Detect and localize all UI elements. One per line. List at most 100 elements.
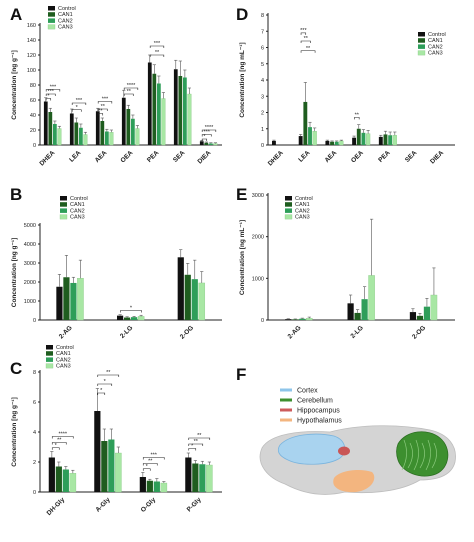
legend-label: Control [428,32,446,38]
significance-bracket [51,442,67,445]
legend-swatch-control [46,345,53,350]
y-axis-title: Concentration [ng g⁻¹] [11,50,18,120]
legend-label: CAN1 [56,351,71,357]
significance-bracket [188,437,211,440]
bar-can2-dh-gly [62,469,69,492]
y-axis-title: Concentration [ng mL⁻¹] [239,42,246,117]
significance-bracket [97,113,104,116]
significance-label: ** [155,50,160,56]
legend-label: CAN3 [56,364,71,370]
significance-bracket [97,101,113,104]
y-tick-label: 1 [261,127,264,133]
cerebellum-fold [407,442,413,469]
bar-can3-dh-gly [69,473,77,493]
y-tick-label: 0 [33,143,36,149]
legend-label: CAN2 [56,357,71,363]
bar-control-aea [325,140,330,145]
bar-control-oea [352,137,357,145]
bar-can1-diea [204,142,209,145]
x-tick-label: LEA [297,149,311,163]
legend-label: CAN3 [428,51,443,57]
significance-bracket [51,436,74,439]
significance-bracket [149,54,165,57]
y-tick-label: 6 [33,400,36,406]
bar-can3-lea [83,134,88,146]
significance-label: * [47,94,50,100]
significance-bracket [97,392,106,395]
bar-can1-2-ag [63,277,70,320]
x-tick-label: DIEA [429,149,445,165]
legend-label: CAN1 [70,202,85,208]
bar-can2-2-og [423,306,431,320]
y-axis-title: Concentration [ng mL⁻¹] [239,220,246,295]
bar-can2-o-gly [153,481,160,492]
bar-can2-p-gly [199,464,206,492]
significance-bracket [142,468,151,471]
y-tick-label: 3000 [252,193,264,199]
legend-swatch-can2 [60,208,67,213]
bar-can2-oea [361,132,366,145]
bar-can1-oea [356,128,361,145]
significance-label: * [203,134,206,140]
chart-panel-E: E 0 1000 2000 3000 Concentration [ng mL⁻¹] 2-A… [236,185,455,341]
legend-swatch-can1 [46,351,53,356]
legend-swatch-can2 [418,44,425,49]
x-tick-label: OEA [119,149,134,164]
cerebellum-fold [431,442,437,469]
x-tick-label: DH-Gly [46,496,67,517]
significance-label: ** [106,370,111,376]
x-tick-label: SEA [404,149,419,164]
legend-swatch-can2 [46,357,53,362]
y-tick-label: 5000 [24,223,36,229]
significance-label: *** [151,453,158,459]
bar-can3-oea [366,133,371,146]
y-tick-label: 6 [261,46,264,52]
bar-control-a-gly [94,411,101,492]
bar-control-diea [199,141,204,145]
cortex-region [277,433,346,465]
significance-bracket [51,447,60,450]
cerebellum-region [396,431,449,477]
significance-bracket [188,443,204,446]
bar-can1-aea [100,121,105,145]
x-tick-label: 2-LG [119,324,134,339]
significance-label: ** [98,109,103,115]
x-tick-label: PEA [146,149,161,164]
significance-bracket [201,134,212,137]
bar-control-2-og [177,257,184,320]
bar-can2-oea [131,118,135,145]
significance-label: *** [76,98,83,104]
legend-swatch-control [285,196,292,201]
bar-can1-lea [303,101,308,145]
significance-bracket [123,93,134,96]
y-axis-title: Concentration [ng g⁻¹] [11,397,18,467]
legend-swatch-control [60,196,67,201]
significance-bracket [71,109,82,112]
significance-label: **** [127,83,136,89]
y-tick-label: 5 [261,62,264,68]
significance-bracket [45,93,56,96]
brain-legend-label: Cerebellum [297,398,333,405]
y-tick-label: 100 [27,68,36,74]
bar-control-2-lg [347,303,354,320]
bar-control-2-ag [285,319,292,320]
cerebellum-fold [413,439,419,471]
significance-label: * [104,379,107,385]
y-tick-label: 0 [33,490,36,496]
significance-bracket [300,50,316,53]
hypothalamus-region [333,470,375,493]
legend-label: Control [295,196,313,202]
y-tick-label: 0 [33,318,36,324]
x-tick-label: SEA [172,149,187,164]
bar-can1-aea [330,141,334,145]
y-tick-label: 160 [27,23,36,29]
bar-can1-2-lg [354,312,361,320]
bar-can3-a-gly [115,452,122,493]
y-tick-label: 140 [27,38,36,44]
significance-label: ** [304,36,309,42]
y-tick-label: 0 [261,143,264,149]
legend-swatch-can1 [418,38,425,43]
cerebellum-fold [401,439,407,471]
bar-can1-2-og [416,315,424,320]
